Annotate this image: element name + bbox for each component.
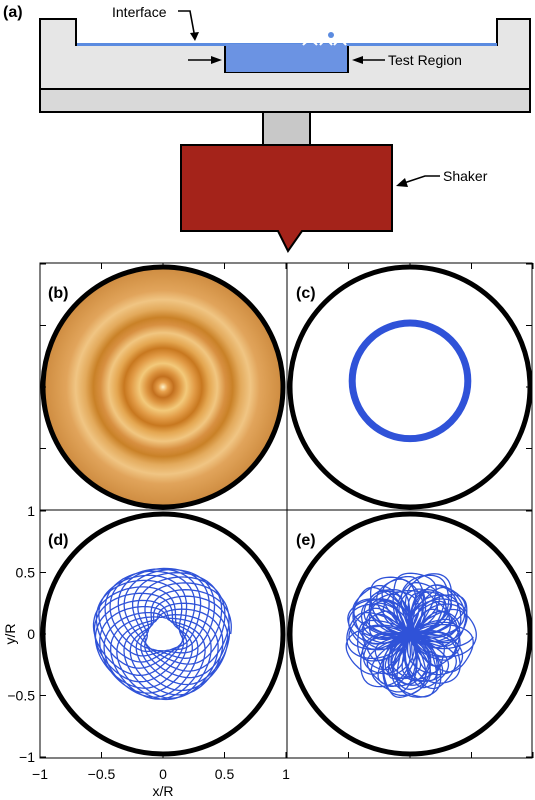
y-axis-title: y/R — [2, 624, 18, 645]
shaker-arrowhead — [396, 178, 408, 187]
x-tick-label: 0 — [159, 766, 167, 782]
y-tick-label: 1 — [27, 503, 35, 519]
x-axis-title: x/R — [153, 783, 174, 799]
x-tick-labels: −1 −0.5 0 0.5 1 — [32, 766, 290, 782]
interface-label: Interface — [112, 4, 167, 20]
faraday-wave-image — [45, 269, 281, 505]
y-tick-label: −0.5 — [7, 688, 35, 704]
panel-a-label: (a) — [3, 4, 23, 21]
orbit-path-e — [345, 572, 477, 698]
bath-wall-c — [287, 264, 533, 510]
x-tick-label: −0.5 — [88, 766, 116, 782]
bath-wall-d — [40, 511, 286, 757]
droplet-bumps — [302, 40, 347, 46]
x-tick-label: 1 — [282, 766, 290, 782]
y-tick-label: −1 — [19, 749, 35, 765]
y-tick-label: 0.5 — [16, 565, 36, 581]
trajectory-c — [348, 319, 472, 443]
panel-b: (b) — [40, 264, 286, 510]
y-tick-label: 0 — [27, 626, 35, 642]
x-tick-label: −1 — [32, 766, 48, 782]
interface-arrow — [178, 10, 196, 39]
test-region — [226, 44, 347, 72]
shaker-label: Shaker — [443, 168, 488, 184]
panel-grid: (b) (c) (d) (e) — [39, 262, 534, 759]
panel-b-label: (b) — [48, 285, 68, 302]
test-region-label: Test Region — [388, 52, 462, 68]
trajectory-d — [92, 567, 232, 701]
panel-a-schematic: (a) Interface Test Region Shaker — [3, 4, 531, 253]
test-region-arrowhead-left — [211, 56, 222, 64]
x-tick-label: 0.5 — [215, 766, 235, 782]
panel-e-label: (e) — [296, 532, 316, 549]
panel-e: (e) — [287, 511, 533, 757]
interface-arrowhead — [190, 32, 199, 41]
panel-c: (c) — [287, 264, 533, 510]
trajectory-e — [345, 572, 477, 698]
panel-d-label: (d) — [48, 532, 68, 549]
axes: −1 −0.5 0 0.5 1 1 0.5 0 −0.5 −1 x/R y/R — [2, 503, 290, 799]
panel-d: (d) — [40, 511, 286, 757]
bouncing-droplet — [328, 32, 334, 38]
panel-c-label: (c) — [296, 285, 316, 302]
shaker — [180, 144, 393, 253]
y-tick-labels: 1 0.5 0 −0.5 −1 — [7, 503, 35, 765]
test-region-arrowhead-right — [352, 56, 363, 64]
shaker-arrow — [403, 175, 440, 184]
stem — [262, 111, 311, 146]
axis-ticks — [39, 263, 534, 758]
orbit-path-c — [348, 319, 472, 443]
frame-plate — [39, 88, 531, 113]
orbit-path-d — [92, 567, 232, 701]
